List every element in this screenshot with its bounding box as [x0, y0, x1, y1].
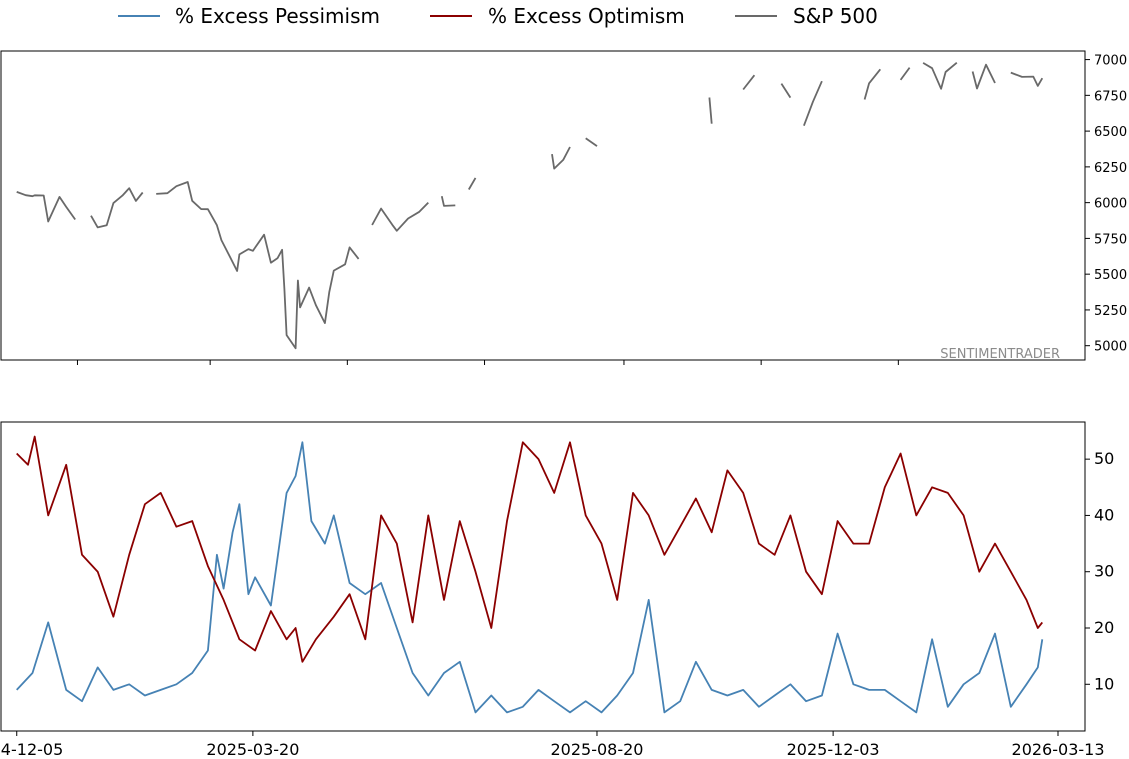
top-ytick-label-6: 6500	[1094, 125, 1127, 140]
top-panel: 5000 5250 5500 5750 6000 6250 6500 6750 7000 SEN…	[0, 50, 1127, 365]
top-ytick-label-5: 6250	[1094, 161, 1127, 176]
bottom-xtick-label-1: 2025-03-20	[206, 740, 299, 759]
top-ytick-label-3: 5750	[1094, 232, 1127, 247]
legend-label-optimism: % Excess Optimism	[488, 4, 685, 28]
top-ytick-label-7: 6750	[1094, 89, 1127, 104]
bottom-ytick-label-0: 10	[1094, 674, 1114, 693]
bottom-xtick-label-2: 2025-08-20	[550, 740, 643, 759]
bottom-series-line-excess-optimism	[16, 435, 1044, 663]
top-series	[16, 62, 1044, 350]
bottom-xtick-label-4: 2026-03-13	[1012, 740, 1105, 759]
bottom-series	[16, 435, 1044, 714]
bottom-ytick-label-3: 40	[1094, 505, 1114, 524]
bottom-ytick-label-1: 20	[1094, 618, 1114, 637]
bottom-xtick-label-3: 2025-12-03	[787, 740, 880, 759]
top-ytick-label-2: 5500	[1094, 268, 1127, 283]
top-ytick-label-1: 5250	[1094, 304, 1127, 319]
legend-label-pessimism: % Excess Pessimism	[175, 4, 380, 28]
legend: % Excess Pessimism % Excess Optimism S&P…	[118, 4, 878, 28]
bottom-series-line-excess-pessimism	[16, 441, 1044, 714]
legend-label-sp500: S&P 500	[793, 4, 878, 28]
top-panel-frame	[0, 50, 1086, 361]
top-y-axis: 5000 5250 5500 5750 6000 6250 6500 6750 7000	[1085, 54, 1127, 355]
top-ytick-label-8: 7000	[1094, 54, 1127, 69]
top-x-ticks	[76, 360, 899, 365]
bottom-y-axis: 10 20 30 40 50	[1085, 449, 1114, 693]
bottom-ytick-label-2: 30	[1094, 562, 1114, 581]
top-ytick-label-0: 5000	[1094, 340, 1127, 355]
watermark: SENTIMENTRADER	[940, 347, 1060, 362]
bottom-panel: 10 20 30 40 50 2024-12-05 2025-03-20 2025-08-2…	[0, 421, 1114, 759]
top-series-line-s-p-500	[16, 62, 1044, 350]
bottom-ytick-label-4: 50	[1094, 449, 1114, 468]
bottom-panel-frame	[0, 421, 1086, 732]
bottom-xtick-label-0: 2024-12-05	[0, 740, 63, 759]
bottom-x-axis: 2024-12-05 2025-03-20 2025-08-20 2025-12-03…	[0, 731, 1105, 759]
top-ytick-label-4: 6000	[1094, 197, 1127, 212]
